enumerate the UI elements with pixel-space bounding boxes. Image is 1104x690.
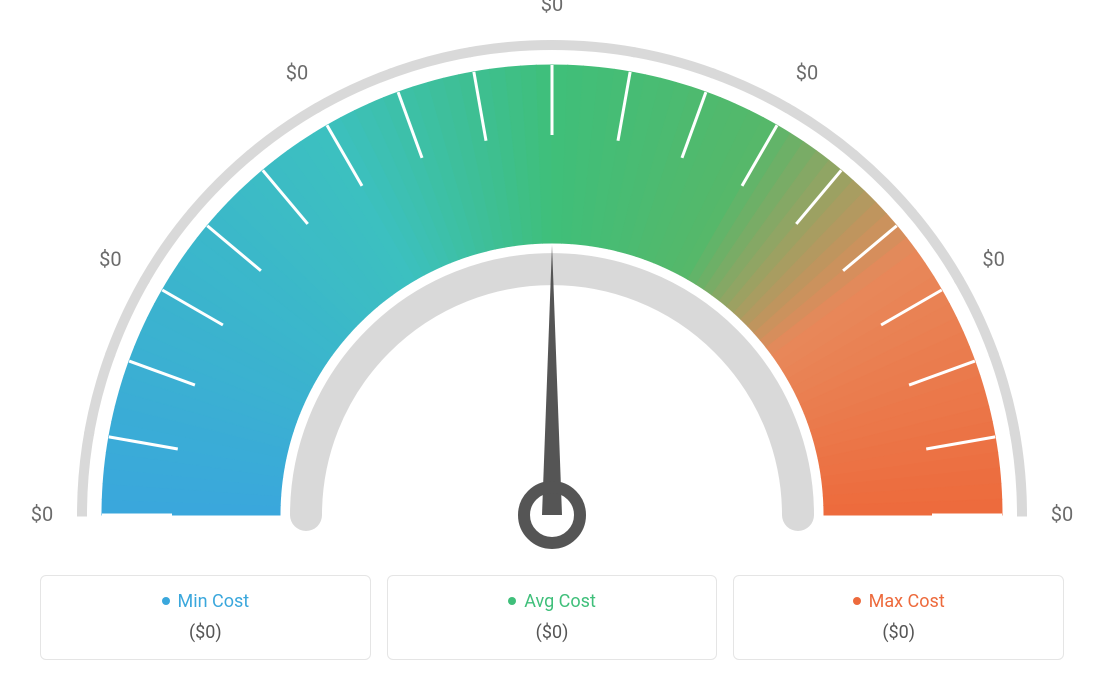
gauge-chart: $0 $0 $0 $0 $0 $0 $0 (0, 0, 1104, 560)
legend-row: Min Cost ($0) Avg Cost ($0) Max Cost ($0… (40, 575, 1064, 660)
legend-title-max-label: Max Cost (869, 591, 945, 612)
gauge-outer-label: $0 (286, 60, 308, 84)
legend-dot-min (162, 597, 170, 605)
legend-dot-max (853, 597, 861, 605)
legend-title-avg-label: Avg Cost (524, 591, 596, 612)
legend-value-min: ($0) (51, 622, 360, 643)
gauge-outer-label: $0 (796, 60, 818, 84)
gauge-outer-label: $0 (982, 247, 1004, 271)
legend-value-avg: ($0) (398, 622, 707, 643)
gauge-outer-label: $0 (1051, 502, 1073, 526)
legend-value-max: ($0) (744, 622, 1053, 643)
legend-title-avg: Avg Cost (508, 591, 596, 612)
gauge-outer-label: $0 (31, 502, 53, 526)
legend-card-min: Min Cost ($0) (40, 575, 371, 660)
legend-card-max: Max Cost ($0) (733, 575, 1064, 660)
gauge-needle (542, 245, 562, 515)
gauge-outer-label: $0 (541, 0, 563, 16)
gauge-outer-label: $0 (99, 247, 121, 271)
legend-card-avg: Avg Cost ($0) (387, 575, 718, 660)
legend-title-min-label: Min Cost (178, 591, 250, 612)
legend-title-min: Min Cost (162, 591, 250, 612)
legend-title-max: Max Cost (853, 591, 945, 612)
legend-dot-avg (508, 597, 516, 605)
gauge-svg: $0 $0 $0 $0 $0 $0 $0 (0, 0, 1104, 560)
